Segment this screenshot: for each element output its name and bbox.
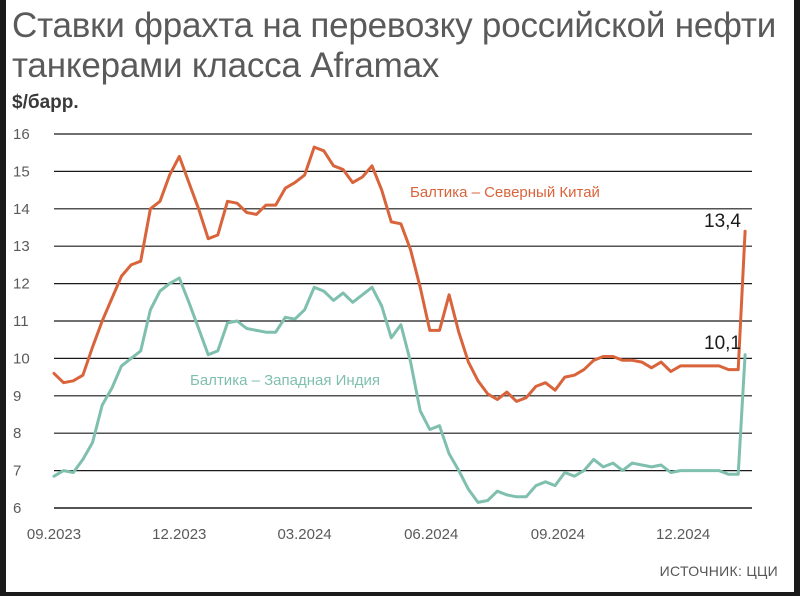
x-tick-label: 09.2024 — [531, 526, 585, 543]
end-value-label-west-india: 10,1 — [704, 333, 741, 354]
source-note: ИСТОЧНИК: ЦЦИ — [659, 563, 778, 579]
y-tick-label: 11 — [13, 313, 29, 330]
series-label-west-india: Балтика – Западная Индия — [190, 372, 380, 389]
end-value-label-north-china: 13,4 — [704, 211, 741, 232]
chart-title: Ставки фрахта на перевозку российской не… — [12, 6, 777, 85]
y-tick-label: 8 — [13, 425, 21, 442]
series-label-north-china: Балтика – Северный Китай — [410, 184, 600, 201]
series-line-west-india — [52, 276, 747, 504]
y-axis-unit: $/барр. — [12, 92, 79, 113]
y-tick-label: 12 — [13, 276, 30, 293]
y-tick-label: 7 — [13, 463, 21, 480]
x-tick-label: 12.2023 — [152, 526, 206, 543]
x-tick-label: 06.2024 — [404, 526, 458, 543]
y-tick-label: 9 — [13, 388, 21, 405]
x-tick-label: 12.2024 — [656, 526, 710, 543]
y-tick-label: 16 — [13, 126, 30, 143]
y-tick-label: 13 — [13, 238, 30, 255]
series-line-north-china — [52, 145, 747, 403]
x-tick-label: 09.2023 — [27, 526, 81, 543]
y-tick-label: 14 — [13, 201, 30, 218]
y-tick-label: 15 — [13, 163, 30, 180]
y-tick-label: 10 — [13, 350, 30, 367]
y-tick-label: 6 — [13, 500, 21, 517]
x-tick-label: 03.2024 — [277, 526, 331, 543]
